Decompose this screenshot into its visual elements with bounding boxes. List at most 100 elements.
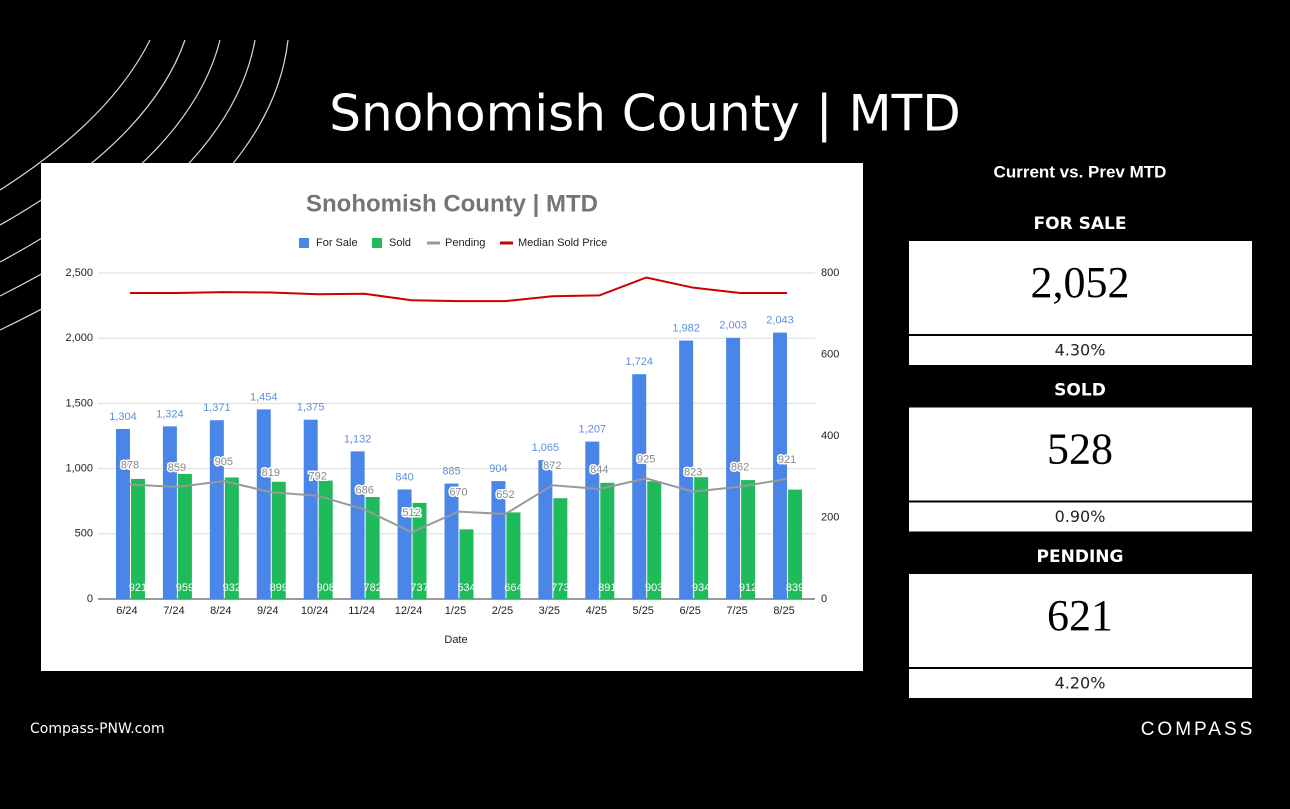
card-change-box	[909, 502, 1252, 532]
card-value-box	[909, 407, 1252, 501]
bar-label: 932	[223, 582, 241, 594]
bar-label: 664	[504, 582, 522, 594]
y-tick-label: 2,500	[65, 267, 93, 279]
card-change-box	[909, 669, 1252, 698]
line-label: 686	[355, 484, 373, 496]
x-tick-label: 11/24	[348, 605, 375, 617]
legend-label: Sold	[389, 237, 411, 249]
bar	[177, 473, 192, 599]
bar-label: 899	[270, 582, 288, 594]
y2-tick-label: 400	[821, 430, 839, 442]
bar	[741, 480, 756, 599]
line-label: 925	[637, 453, 655, 465]
legend-swatch	[299, 238, 309, 248]
x-tick-label: 4/25	[586, 605, 607, 617]
y2-tick-label: 600	[821, 348, 839, 360]
chart-title: Snohomish County | MTD	[306, 190, 598, 217]
bar	[553, 498, 568, 599]
bar-label: 891	[598, 582, 616, 594]
bar	[397, 489, 412, 599]
page-title: Snohomish County | MTD	[329, 85, 960, 143]
bar-label: 1,371	[203, 402, 231, 414]
bar	[256, 409, 271, 599]
x-tick-label: 1/25	[445, 605, 466, 617]
x-tick-label: 5/25	[633, 605, 654, 617]
y-tick-label: 0	[87, 593, 93, 605]
x-tick-label: 2/25	[492, 605, 513, 617]
panel-title: Current vs. Prev MTD	[994, 162, 1167, 181]
card-label: FOR SALE	[1034, 214, 1127, 234]
bar-label: 1,065	[532, 442, 560, 454]
bar-label: 908	[317, 582, 335, 594]
bar	[491, 481, 506, 599]
bar-label: 903	[645, 582, 663, 594]
bar-label: 885	[442, 466, 460, 478]
bar	[538, 460, 553, 599]
card-value-box	[909, 241, 1252, 334]
legend-swatch	[372, 238, 382, 248]
y-tick-label: 1,500	[65, 397, 93, 409]
card-label: SOLD	[1054, 381, 1106, 401]
line-label: 862	[731, 462, 749, 474]
bar-label: 912	[739, 582, 757, 594]
bar	[271, 481, 286, 599]
bar	[115, 428, 130, 599]
bar	[130, 478, 145, 599]
line-label: 872	[543, 460, 561, 472]
x-tick-label: 6/25	[679, 605, 700, 617]
card-change: 4.30%	[1055, 341, 1106, 360]
legend-label: For Sale	[316, 237, 358, 249]
bar-label: 921	[129, 582, 147, 594]
bar	[506, 512, 521, 599]
bar-label: 1,304	[109, 411, 137, 423]
bar-label: 1,982	[672, 322, 700, 334]
bar	[459, 529, 474, 599]
bar	[694, 477, 709, 599]
bar	[600, 482, 615, 599]
line-label: 512	[402, 507, 420, 519]
bar-label: 839	[786, 582, 804, 594]
line-label: 921	[778, 454, 796, 466]
bar-label: 2,003	[719, 320, 747, 332]
bar	[632, 374, 647, 599]
bar	[209, 420, 224, 599]
bar-label: 1,724	[625, 356, 653, 368]
bar-label: 2,043	[766, 314, 794, 326]
bar-label: 534	[457, 582, 475, 594]
x-tick-label: 6/24	[116, 605, 137, 617]
card-value: 621	[1047, 591, 1113, 640]
legend-label: Median Sold Price	[518, 237, 607, 249]
bar-label: 934	[692, 582, 710, 594]
card-value: 528	[1047, 425, 1113, 474]
x-tick-label: 9/24	[257, 605, 278, 617]
bar	[162, 426, 177, 599]
bar	[303, 419, 318, 599]
bar	[773, 332, 788, 599]
x-tick-label: 3/25	[539, 605, 560, 617]
y-tick-label: 500	[75, 528, 93, 540]
bar-label: 1,207	[579, 424, 607, 436]
bar-label: 773	[551, 582, 569, 594]
bar-label: 1,324	[156, 408, 184, 420]
footer: Compass-PNW.com	[30, 721, 165, 737]
bar-label: 1,132	[344, 433, 372, 445]
card-value-box	[909, 574, 1252, 667]
x-axis-title: Date	[444, 634, 467, 646]
line-label: 844	[590, 464, 608, 476]
y2-tick-label: 0	[821, 593, 827, 605]
bar-label: 904	[489, 463, 507, 475]
line	[129, 477, 788, 534]
x-tick-label: 8/24	[210, 605, 231, 617]
line-label: 878	[121, 459, 139, 471]
line-label: 905	[215, 456, 233, 468]
card-change: 4.20%	[1055, 674, 1106, 693]
x-tick-label: 8/25	[773, 605, 794, 617]
bar-label: 737	[410, 582, 428, 594]
x-tick-label: 10/24	[301, 605, 329, 617]
card-change-box	[909, 336, 1252, 365]
x-tick-label: 7/24	[163, 605, 184, 617]
line-label: 823	[684, 467, 702, 479]
bar	[585, 441, 600, 599]
